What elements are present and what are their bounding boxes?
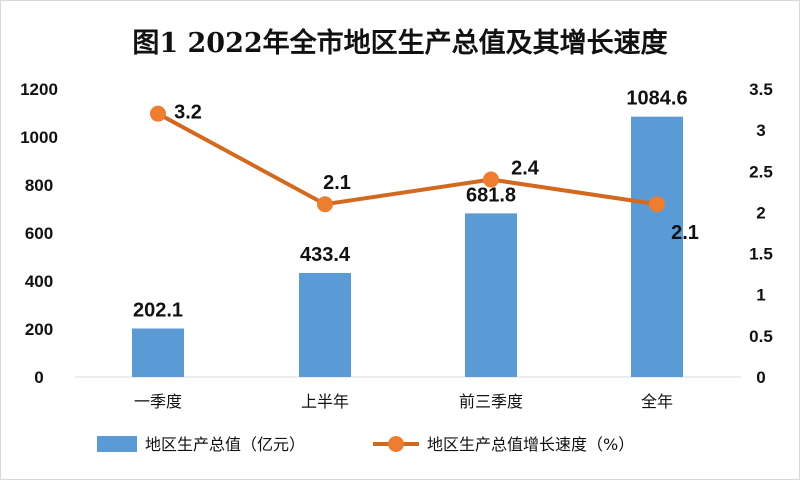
y-right-tick: 3: [756, 121, 765, 140]
line-marker: [317, 196, 333, 213]
bar-data-label: 433.4: [300, 244, 351, 266]
line-marker: [150, 105, 166, 122]
line-data-label: 2.4: [511, 158, 540, 180]
x-tick-label: 上半年: [301, 392, 349, 411]
x-tick-label: 前三季度: [459, 392, 523, 411]
y-right-tick: 3.5: [749, 80, 773, 99]
y-right-tick: 1: [756, 286, 765, 305]
y-left-tick: 400: [25, 272, 53, 291]
line-data-label: 2.1: [323, 172, 351, 194]
x-tick-label: 一季度: [134, 392, 182, 411]
y-left-tick: 200: [25, 320, 53, 339]
line-data-label: 3.2: [174, 102, 202, 124]
bar: [465, 213, 517, 377]
legend-bar-swatch: [97, 436, 137, 452]
chart-title: 图1 2022年全市地区生产总值及其增长速度: [132, 28, 668, 59]
bar: [132, 328, 184, 377]
y-left-tick: 800: [25, 176, 53, 195]
legend-bar-label: 地区生产总值（亿元）: [145, 435, 305, 454]
legend-line-marker: [388, 436, 404, 452]
y-left-tick: 1000: [20, 128, 58, 147]
y-right-tick: 0: [756, 368, 765, 387]
y-right-tick: 2: [756, 203, 765, 222]
bar-data-label: 202.1: [133, 299, 183, 321]
line-marker: [483, 171, 499, 188]
line-data-label: 2.1: [671, 222, 699, 244]
bar-data-label: 681.8: [466, 184, 516, 206]
bar: [299, 272, 351, 377]
bar-data-label: 1084.6: [626, 88, 687, 110]
legend-line-label: 地区生产总值增长速度（%）: [427, 435, 634, 454]
y-left-tick: 0: [34, 368, 43, 387]
bar: [631, 116, 683, 378]
y-right-tick: 1.5: [749, 245, 773, 264]
y-right-tick: 0.5: [749, 327, 773, 346]
line-marker: [649, 196, 665, 213]
line-series: [157, 111, 658, 207]
y-left-tick: 600: [25, 224, 53, 243]
x-tick-label: 全年: [641, 392, 673, 411]
y-left-tick: 1200: [20, 80, 58, 99]
y-right-tick: 2.5: [749, 162, 773, 181]
